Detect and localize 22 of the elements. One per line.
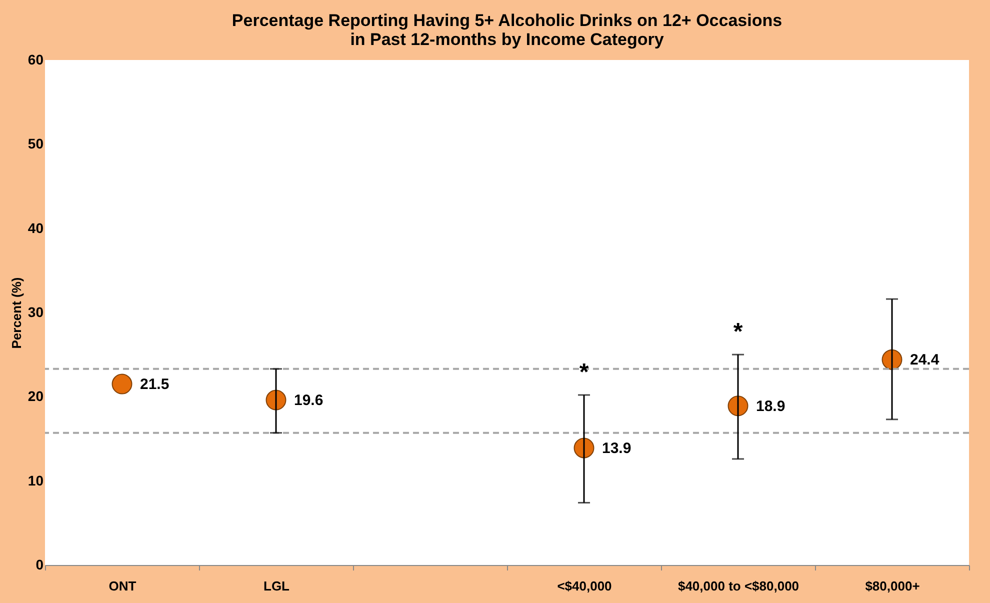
data-label: 24.4 [910, 352, 940, 369]
y-axis-title: Percent (%) [8, 277, 24, 349]
data-label: 19.6 [294, 392, 324, 410]
x-tick-label: ONT [108, 578, 136, 594]
point [112, 374, 132, 394]
x-tick-label: <$40,000 [557, 578, 612, 594]
chart-title: Percentage Reporting Having 5+ Alcoholic Drinks on 12+ Occasions in Past 12-months by Income Category [232, 11, 782, 49]
y-tick-label: 60 [28, 52, 44, 68]
annotation: * [579, 358, 590, 386]
x-tick-label: LGL [264, 578, 290, 594]
y-tick-label: 40 [28, 220, 44, 236]
annotation: * [733, 318, 744, 346]
data-label: 21.5 [140, 376, 170, 394]
y-tick-label: 20 [28, 388, 44, 404]
data-label: 18.9 [756, 398, 786, 415]
y-tick-label: 30 [28, 304, 44, 320]
y-tick-label: 50 [28, 136, 44, 152]
x-tick-label: $80,000+ [865, 578, 920, 594]
x-tick-label: $40,000 to <$80,000 [678, 578, 800, 594]
y-tick-label: 10 [28, 472, 44, 488]
y-tick-label: 0 [36, 556, 44, 572]
data-label: 13.9 [602, 440, 632, 458]
